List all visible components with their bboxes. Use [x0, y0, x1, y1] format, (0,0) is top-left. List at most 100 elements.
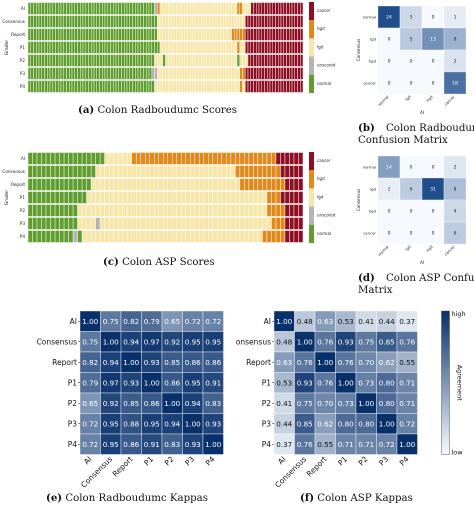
score-cell-normal [129, 67, 133, 80]
kappa-value: 0.95 [103, 440, 119, 449]
score-cell-normal [38, 41, 42, 54]
score-cell-lgd [231, 54, 235, 67]
score-cell-normal [126, 15, 130, 28]
score-cell-lgd [201, 54, 205, 67]
matrix-value: 24 [386, 15, 392, 21]
score-cell-cancer [298, 165, 304, 178]
score-cell-normal [54, 178, 60, 191]
score-cell-cancer [289, 178, 295, 191]
score-cell-cancer [264, 41, 268, 54]
row-label-report: Report [11, 32, 25, 37]
score-cell-normal [124, 2, 128, 15]
score-cell-normal [58, 80, 62, 93]
kappa-col-label-p4: P4 [204, 454, 217, 467]
kappa-row-label-p4: P4 [262, 440, 272, 449]
score-cell-lgd [195, 80, 199, 93]
matrix-value: 0 [432, 81, 435, 87]
kappa-col-label-p3: P3 [377, 454, 390, 467]
score-cell-cancer [250, 41, 254, 54]
kappa-value: 0.65 [164, 317, 180, 326]
kappa-row-label-report: Report [52, 358, 77, 367]
score-cell-lgd [248, 230, 254, 243]
score-cell-normal [77, 67, 81, 80]
score-cell-lgd [165, 2, 169, 15]
score-cell-hgd [271, 165, 277, 178]
score-cell-normal [38, 80, 42, 93]
score-cell-lgd [181, 15, 185, 28]
score-cell-lgd [122, 165, 128, 178]
row-label-p2: P2 [20, 58, 26, 63]
score-cell-normal [129, 28, 133, 41]
score-cell-hgd [140, 152, 146, 165]
score-cell-lgd [206, 67, 210, 80]
kappa-value: 1.00 [164, 399, 180, 408]
score-cell-normal [157, 41, 161, 54]
score-cell-lgd [117, 152, 123, 165]
score-cell-normal [124, 41, 128, 54]
legend-swatch-lgd [309, 188, 314, 207]
score-cell-normal [66, 80, 70, 93]
score-cell-normal [58, 54, 62, 67]
score-cell-normal [44, 15, 48, 28]
score-cell-hgd [208, 152, 214, 165]
score-cell-hgd [253, 165, 259, 178]
score-cell-lgd [167, 165, 173, 178]
score-cell-normal [30, 15, 34, 28]
kappa-value: 0.63 [317, 317, 333, 326]
score-cell-lgd [168, 54, 172, 67]
kappa-value: 0.53 [338, 317, 354, 326]
score-cell-cancer [300, 2, 304, 15]
score-cell-normal [143, 67, 147, 80]
score-cell-normal [154, 28, 158, 41]
score-cell-cancer [300, 67, 304, 80]
score-cell-normal [77, 54, 81, 67]
score-cell-lgd [187, 28, 191, 41]
score-cell-lgd [201, 41, 205, 54]
caption-a-text: Colon Radboudumc Scores [97, 105, 237, 116]
score-cell-lgd [199, 217, 205, 230]
score-cell-normal [54, 217, 60, 230]
score-cell-normal [77, 15, 81, 28]
score-cell-normal [137, 67, 141, 80]
score-cell-cancer [264, 67, 268, 80]
score-cell-lgd [170, 67, 174, 80]
score-cell-lgd [190, 41, 194, 54]
score-cell-lgd [170, 15, 174, 28]
score-cell-normal [90, 165, 96, 178]
score-cell-cancer [250, 2, 254, 15]
score-cell-cancer [272, 28, 276, 41]
score-cell-normal [66, 28, 70, 41]
score-cell-lgd [220, 41, 224, 54]
score-cell-cancer [261, 54, 265, 67]
score-cell-cancer [250, 80, 254, 93]
score-cell-lgd [81, 230, 87, 243]
score-cell-normal [140, 67, 144, 80]
score-cell-normal [107, 54, 111, 67]
kappa-value: 0.79 [144, 317, 160, 326]
score-cell-lgd [108, 230, 114, 243]
row-label-p1: P1 [20, 195, 26, 200]
kappa-value: 1.00 [317, 358, 333, 367]
caption-f-text: Colon ASP Kappas [317, 493, 413, 504]
colon-asp-kappas-heatmap: 1.00 0.48 0.63 0.53 0.41 0.44 0.37 0.48 1.00 0.76… [236, 310, 466, 490]
score-cell-hgd [271, 204, 277, 217]
score-cell-normal [140, 2, 144, 15]
score-cell-lgd [176, 41, 180, 54]
caption-e-tag: (e) [46, 492, 63, 504]
score-cell-lgd [217, 2, 221, 15]
score-cell-lgd [225, 2, 229, 15]
score-cell-lgd [135, 178, 141, 191]
score-cell-normal [135, 15, 139, 28]
score-cell-normal [151, 80, 155, 93]
score-cell-normal [77, 178, 83, 191]
score-cell-lgd [158, 178, 164, 191]
score-cell-normal [80, 15, 84, 28]
score-cell-normal [82, 54, 86, 67]
score-cell-normal [55, 41, 59, 54]
score-cell-lgd [135, 165, 141, 178]
score-cell-lgd [172, 204, 177, 217]
score-cell-lgd [181, 178, 187, 191]
score-cell-lgd [212, 230, 218, 243]
score-cell-normal [27, 2, 31, 15]
score-cell-lgd [122, 178, 128, 191]
